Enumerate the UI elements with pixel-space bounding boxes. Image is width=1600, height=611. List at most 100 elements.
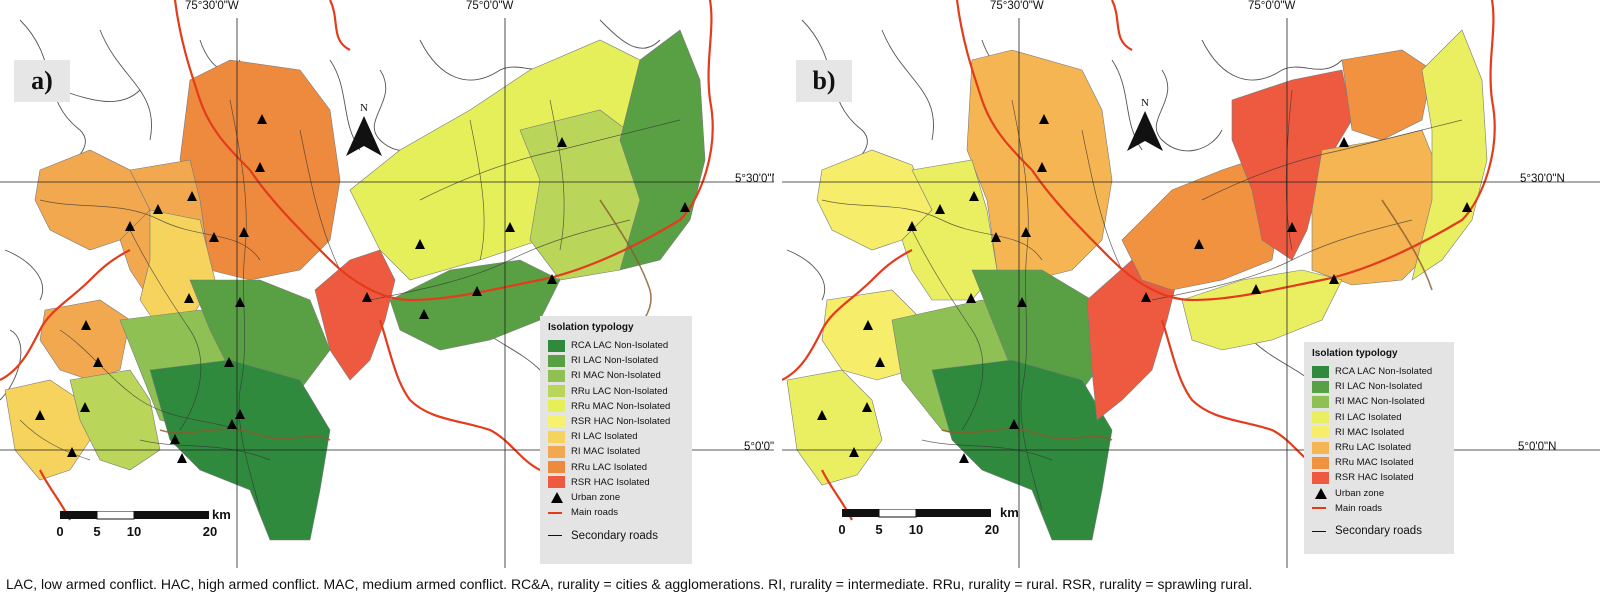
region-ri-lac-iso-far-east xyxy=(1411,29,1488,281)
scale-tick: 10 xyxy=(126,524,142,539)
urban-zone-marker xyxy=(907,221,917,231)
legend-b: Isolation typology RCA LAC Non-Isolated R… xyxy=(1304,342,1454,554)
legend-item: RI MAC Isolated xyxy=(1312,425,1446,440)
river-lines xyxy=(941,199,1433,441)
urban-zone-marker xyxy=(935,204,945,214)
map-panel-a: 75°30'0"W 75°0'0"W 5°30'0"N 5°0'0"N a) N… xyxy=(0,0,774,568)
region-polygons xyxy=(4,29,706,541)
legend-label: RRu MAC Non-Isolated xyxy=(571,400,671,412)
legend-label: RRu MAC Isolated xyxy=(1335,457,1414,469)
urban-zone-marker xyxy=(153,204,163,214)
urban-zone-marker xyxy=(224,357,234,367)
longitude-label-1: 75°30'0"W xyxy=(990,0,1044,12)
latitude-label-2: 5°0'0"N xyxy=(744,441,774,453)
legend-secondary-roads: Secondary roads xyxy=(1312,524,1446,539)
urban-zone-marker xyxy=(1037,162,1047,172)
legend-label: RI MAC Isolated xyxy=(1335,426,1405,438)
urban-zone-marker xyxy=(472,286,482,296)
legend-label: Secondary roads xyxy=(571,529,658,542)
graticule xyxy=(782,18,1600,568)
urban-zone-marker xyxy=(557,137,567,147)
urban-zone-marker xyxy=(184,293,194,303)
legend-swatch xyxy=(548,430,565,443)
legend-items: RCA LAC Non-Isolated RI LAC Non-Isolated R… xyxy=(548,338,684,490)
graticule xyxy=(0,18,774,568)
legend-label: RI LAC Non-Isolated xyxy=(571,355,659,367)
legend-label: RI LAC Non-Isolated xyxy=(1335,381,1423,393)
legend-label: RRu LAC Isolated xyxy=(1335,442,1412,454)
legend-urban-zone: Urban zone xyxy=(1312,486,1446,501)
legend-label: RRu LAC Isolated xyxy=(571,461,648,473)
legend-swatch xyxy=(548,354,565,367)
longitude-label-2: 75°0'0"W xyxy=(466,0,514,12)
legend-item: RRu LAC Non-Isolated xyxy=(548,384,684,399)
legend-swatch xyxy=(548,339,565,352)
main-road-line-icon xyxy=(1312,502,1329,514)
legend-title: Isolation typology xyxy=(548,322,634,333)
urban-zone-marker xyxy=(817,410,827,420)
legend-item: RSR HAC Isolated xyxy=(1312,470,1446,485)
legend-title: Isolation typology xyxy=(1312,348,1398,359)
urban-zone-marker xyxy=(1141,292,1151,302)
urban-zone-marker xyxy=(863,320,873,330)
legend-label: RSR HAC Isolated xyxy=(1335,472,1414,484)
legend-label: RI LAC Isolated xyxy=(1335,411,1402,423)
urban-zone-marker xyxy=(505,222,515,232)
urban-zone-marker xyxy=(255,162,265,172)
scale-bar-b: km 0 5 10 20 xyxy=(838,505,1042,545)
urban-zone-marker xyxy=(849,447,859,457)
urban-zone-marker xyxy=(81,320,91,330)
region-rru-mac-iso-northeast xyxy=(1341,49,1433,141)
urban-zone-marker xyxy=(1194,239,1204,249)
urban-zone-marker xyxy=(680,202,690,212)
legend-label: Urban zone xyxy=(571,491,621,503)
urban-zone-marker xyxy=(257,114,267,124)
scale-bar-graphic xyxy=(842,509,991,518)
figure-caption: LAC, low armed conflict. HAC, high armed… xyxy=(6,576,1253,592)
urban-zone-marker xyxy=(235,297,245,307)
latitude-label-1: 5°30'0"N xyxy=(735,173,774,185)
legend-swatch xyxy=(548,369,565,382)
urban-zones xyxy=(817,114,1472,463)
legend-main-roads: Main roads xyxy=(1312,501,1446,516)
legend-label: RI MAC Non-Isolated xyxy=(571,370,661,382)
legend-swatch xyxy=(548,415,565,428)
urban-zone-marker xyxy=(1462,202,1472,212)
urban-zone-marker xyxy=(1039,114,1049,124)
legend-item: RI LAC Non-Isolated xyxy=(1312,379,1446,394)
legend-secondary-roads: Secondary roads xyxy=(548,528,684,543)
legend-item: RCA LAC Non-Isolated xyxy=(548,338,684,353)
urban-zone-marker xyxy=(966,293,976,303)
scale-bar-graphic xyxy=(60,511,209,520)
region-rru-lac-non-south xyxy=(69,369,161,471)
scale-tick: 0 xyxy=(56,524,64,539)
legend-label: RCA LAC Non-Isolated xyxy=(1335,366,1433,378)
legend-item: RI LAC Isolated xyxy=(1312,410,1446,425)
urban-zone-marker xyxy=(67,447,77,457)
urban-zone-marker xyxy=(80,402,90,412)
scale-tick: 0 xyxy=(838,522,846,537)
urban-zone-marker xyxy=(1021,227,1031,237)
legend-swatch xyxy=(1312,380,1329,393)
urban-zone-marker xyxy=(969,191,979,201)
panel-label-a: a) xyxy=(14,60,70,102)
legend-label: RSR HAC Non-Isolated xyxy=(571,416,671,428)
legend-label: RI LAC Isolated xyxy=(571,431,638,443)
legend-swatch xyxy=(548,461,565,474)
urban-zone-marker xyxy=(170,434,180,444)
secondary-road-line-icon xyxy=(1312,525,1329,537)
map-b-canvas xyxy=(782,0,1600,568)
legend-swatch xyxy=(1312,456,1329,469)
secondary-roads xyxy=(821,89,1463,511)
urban-zone-marker xyxy=(209,232,219,242)
longitude-label-1: 75°30'0"W xyxy=(185,0,239,12)
legend-label: RI MAC Isolated xyxy=(571,446,641,458)
legend-swatch xyxy=(1312,395,1329,408)
scale-bar-a: km 0 5 10 20 xyxy=(56,507,230,547)
map-panel-b: 75°30'0"W 75°0'0"W 5°30'0"N 5°0'0"N b) N… xyxy=(782,0,1600,568)
region-ri-lac-iso-east xyxy=(1181,269,1343,351)
legend-swatch xyxy=(548,476,565,489)
region-ri-lac-iso-southwest xyxy=(786,369,883,486)
scale-unit: km xyxy=(1000,505,1019,520)
urban-zone-marker xyxy=(1287,222,1297,232)
